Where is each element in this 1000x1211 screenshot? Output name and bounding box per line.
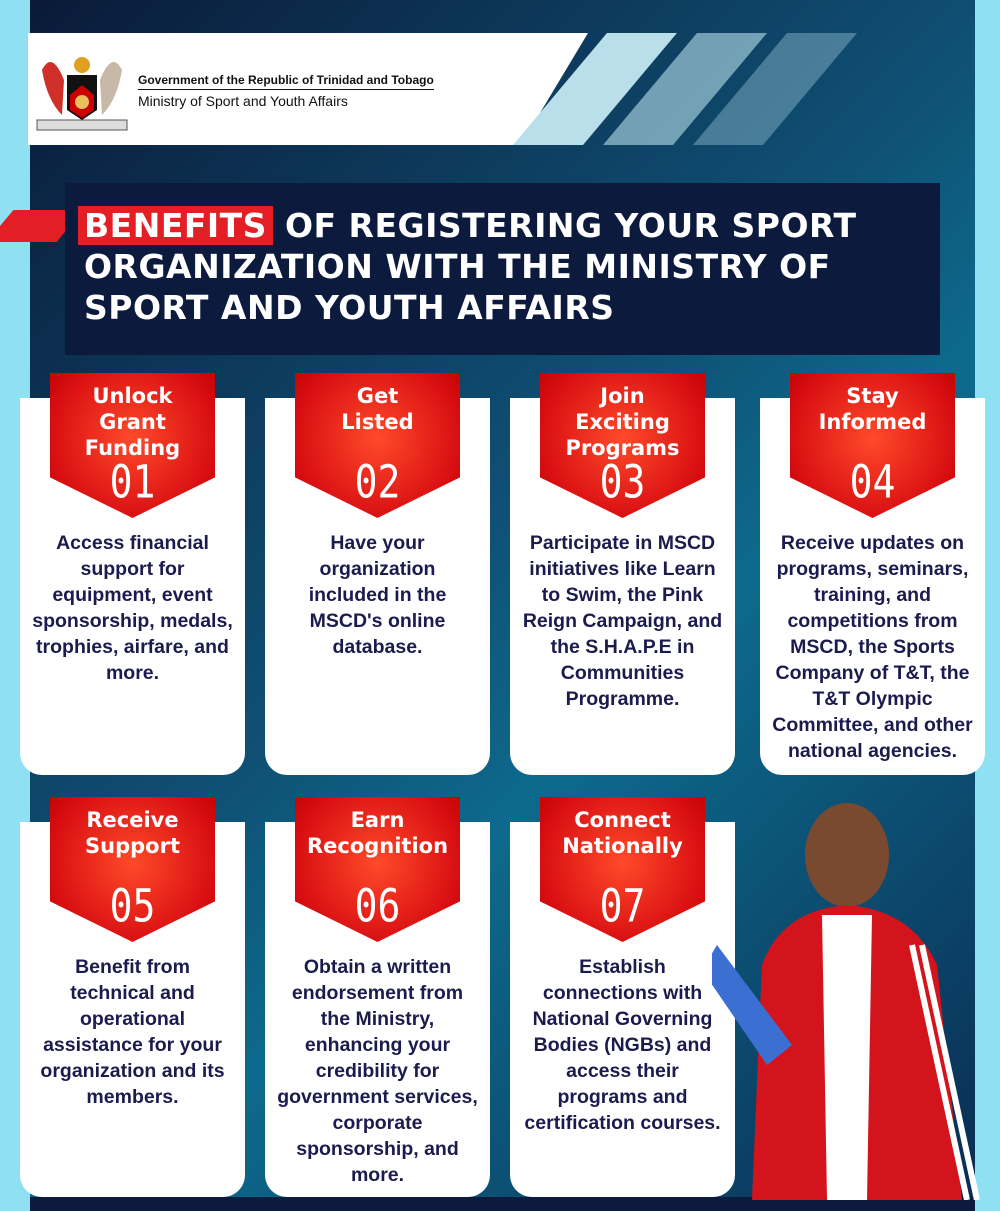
benefit-description: Have your organization included in the M… <box>308 532 447 658</box>
benefit-description: Obtain a written endorsement from the Mi… <box>277 956 478 1186</box>
benefit-number: 07 <box>599 879 646 933</box>
benefit-number: 01 <box>109 455 156 509</box>
title-text: OF REGISTERING YOUR SPORT ORGANIZATION W… <box>84 206 857 327</box>
benefit-badge: Unlock Grant Funding 01 <box>50 373 215 518</box>
benefit-number: 04 <box>849 455 896 509</box>
benefit-description: Participate in MSCD initiatives like Lea… <box>522 532 723 710</box>
benefit-title: Connect Nationally <box>562 808 683 858</box>
benefit-description: Receive updates on programs, seminars, t… <box>772 532 973 762</box>
coat-of-arms-logo <box>36 57 128 131</box>
benefit-title: Stay Informed <box>818 384 927 434</box>
benefit-description: Establish connections with National Gove… <box>524 956 721 1134</box>
spokesperson-photo <box>712 803 980 1200</box>
benefit-number: 06 <box>354 879 401 933</box>
page-title: BENEFITS OF REGISTERING YOUR SPORT ORGAN… <box>78 205 944 328</box>
benefit-number: 02 <box>354 455 401 509</box>
benefit-title: Earn Recognition <box>306 808 449 858</box>
government-label: Government of the Republic of Trinidad a… <box>138 73 434 90</box>
benefit-number: 05 <box>109 879 156 933</box>
ministry-label: Ministry of Sport and Youth Affairs <box>138 93 348 109</box>
title-highlight: BENEFITS <box>78 206 273 245</box>
benefit-title: Get Listed <box>341 384 414 434</box>
footer-bar <box>30 1197 975 1211</box>
benefit-number: 03 <box>599 455 646 509</box>
benefit-description: Benefit from technical and operational a… <box>40 956 225 1108</box>
benefit-description: Access financial support for equipment, … <box>32 532 233 684</box>
benefit-title: Receive Support <box>85 808 180 858</box>
benefit-title: Join Exciting Programs <box>565 384 680 460</box>
benefit-title: Unlock Grant Funding <box>84 384 181 460</box>
